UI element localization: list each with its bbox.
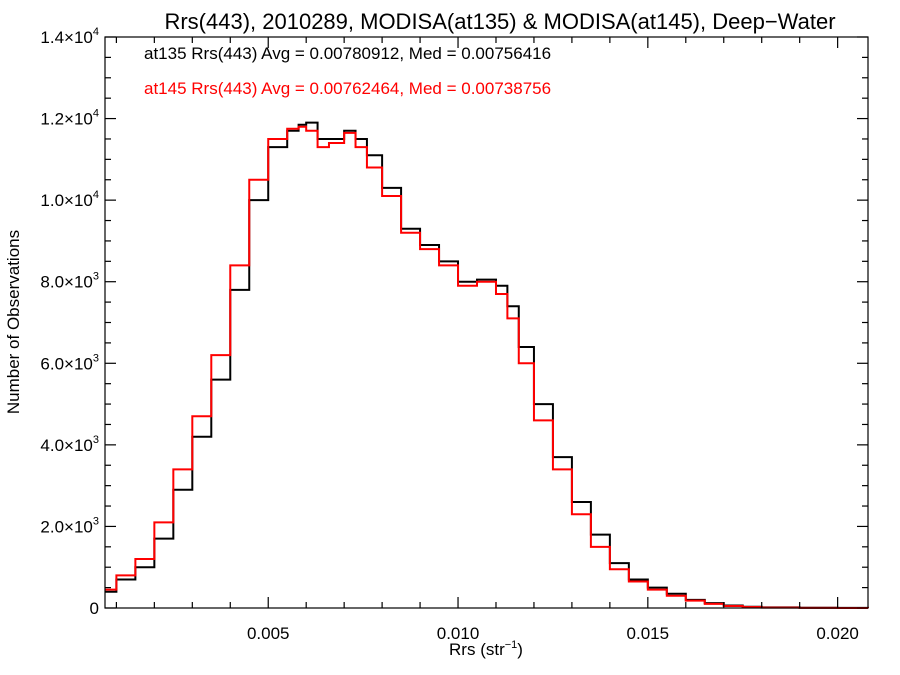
plot-frame <box>104 36 869 609</box>
x-tick-label: 0.010 <box>437 624 480 643</box>
ticks-layer: 0.005 0.010 0.015 0.020 0 2.0×103 4.0×103 6.0×1… <box>40 26 868 643</box>
chart-title: Rrs(443), 2010289, MODISA(at135) & MODIS… <box>164 9 835 34</box>
x-tick-label: 0.015 <box>627 624 670 643</box>
legend: at135 Rrs(443) Avg = 0.00780912, Med = 0… <box>144 44 551 98</box>
x-axis-label-exponent: −1 <box>505 639 518 651</box>
y-tick-label: 4.0×103 <box>40 434 99 455</box>
legend-entry-at135: at135 Rrs(443) Avg = 0.00780912, Med = 0… <box>144 44 551 63</box>
series-at135-line <box>105 121 869 609</box>
y-tick-label: 0 <box>90 599 99 618</box>
series-layer <box>105 121 869 609</box>
y-tick-label: 8.0×103 <box>40 271 99 292</box>
y-tick-label: 1.0×104 <box>40 189 99 210</box>
y-tick-label: 1.2×104 <box>40 108 99 129</box>
y-tick-label: 6.0×103 <box>40 352 99 373</box>
x-axis-label: Rrs (str−1) <box>449 639 523 659</box>
x-tick-label: 0.005 <box>247 624 290 643</box>
y-tick-label: 2.0×103 <box>40 515 99 536</box>
legend-entry-at145: at145 Rrs(443) Avg = 0.00762464, Med = 0… <box>144 79 551 98</box>
y-axis-label: Number of Observations <box>4 230 23 414</box>
x-tick-label: 0.020 <box>816 624 859 643</box>
y-tick-label: 1.4×104 <box>40 26 99 47</box>
series-at145-line <box>105 125 869 609</box>
